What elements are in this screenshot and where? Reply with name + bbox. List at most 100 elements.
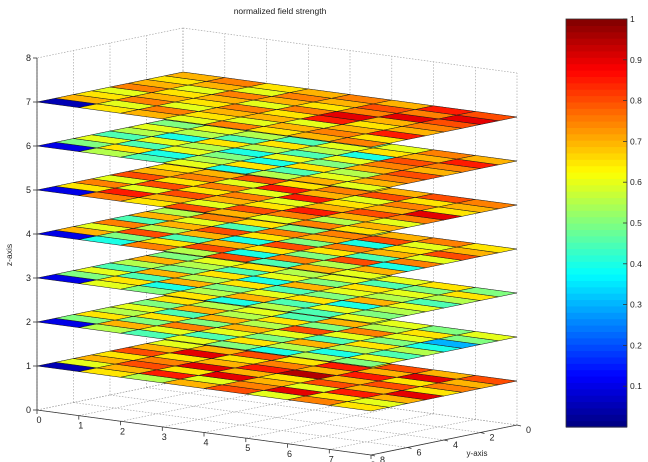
colorbar-band [566,57,627,65]
z-tick-label: 0 [26,405,31,415]
y-axis-tick [480,432,485,434]
colorbar-band [566,261,627,269]
colorbar: 0.1 0.2 0.3 0.4 0.5 0.6 0.7 0.8 0.9 1 [565,14,642,428]
colorbar-band [566,299,627,307]
colorbar-band [566,152,627,160]
y-tick-label: 6 [417,448,422,458]
slice-cell [456,243,518,254]
colorbar-band [566,121,627,128]
colorbar-band [566,312,627,320]
z-tick-label: 8 [26,53,31,63]
colorbar-band [566,44,627,52]
y-tick-label: 2 [490,433,495,443]
colorbar-band [566,216,627,224]
colorbar-band [566,38,627,46]
colorbar-band [566,376,627,383]
colorbar-band [566,76,627,84]
z-tick-label: 3 [26,273,31,283]
colorbar-band [566,337,627,345]
z-tick-label: 5 [26,185,31,195]
colorbar-tick-label: 0.9 [630,55,642,65]
colorbar-band [566,95,627,103]
x-tick-label: 5 [245,443,250,453]
colorbar-tick-label: 0.4 [630,259,642,269]
colorbar-band [566,242,627,250]
colorbar-band [566,25,627,33]
floor-gridline [329,419,476,450]
colorbar-band [566,286,627,294]
colorbar-band [566,305,627,313]
colorbar-band [566,127,627,135]
floor-gridline [73,402,408,448]
colorbar-band [566,369,627,377]
colorbar-tick-label: 0.7 [630,136,642,146]
colorbar-band [566,197,627,205]
floor-gridline [120,391,267,422]
slice-cell [456,199,518,210]
colorbar-tick-label: 0.3 [630,300,642,310]
colorbar-band [566,363,627,371]
z-tick-label: 2 [26,317,31,327]
colorbar-tick-label: 0.5 [630,218,642,228]
colorbar-band [566,146,627,154]
slice-cell [456,287,518,298]
x-tick-label: 0 [36,415,41,425]
colorbar-band [566,159,627,167]
floor-gridline [78,385,225,416]
slice-layer [36,71,518,148]
colorbar-tick-label: 0.6 [630,177,642,187]
colorbar-band [566,344,627,352]
y-tick-label: 4 [453,440,458,450]
x-tick-label: 3 [162,432,167,442]
floor-gridline [245,407,392,439]
x-tick-label: 7 [329,454,334,462]
colorbar-band [566,356,627,364]
colorbar-tick-label: 0.8 [630,96,642,106]
x-tick-label: 6 [287,449,292,459]
colorbar-band [566,203,627,211]
y-axis-tick [407,447,412,449]
colorbar-band [566,274,627,281]
slice-cell [456,155,518,166]
colorbar-band [566,280,627,288]
colorbar-band [566,420,627,428]
colorbar-band [566,89,627,97]
colorbar-band [566,191,627,199]
colorbar-band [566,407,627,415]
colorbar-band [566,184,627,192]
chart-title: normalized field strength [234,6,327,16]
colorbar-band [566,325,627,332]
z-tick-label: 1 [26,361,31,371]
z-tick-label: 4 [26,229,31,239]
y-axis-tick [516,424,522,427]
floor-gridline [36,379,184,411]
z-tick-label: 7 [26,97,31,107]
colorbar-band [566,267,627,275]
colorbar-band [566,165,627,173]
side-wall-gridline [36,27,184,59]
colorbar-band [566,70,627,77]
colorbar-band [566,140,627,148]
slice-layer [36,291,518,368]
colorbar-band [566,210,627,218]
x-tick-label: 2 [120,426,125,436]
floor-gridline [109,394,445,441]
x-tick-label: 8 [370,460,375,462]
colorbar-band [566,223,627,230]
colorbar-band [566,82,627,90]
colorbar-band [566,254,627,262]
slice-layers [36,71,518,412]
colorbar-band [566,63,627,71]
colorbar-band [566,172,627,179]
floor-gridline [203,402,351,433]
colorbar-band [566,108,627,116]
colorbar-band [566,331,627,339]
z-axis-label: z-axis [4,244,14,266]
colorbar-band [566,235,627,243]
slice-cell [456,111,518,122]
colorbar-band [566,178,627,186]
colorbar-band [566,133,627,141]
colorbar-tick-label: 0.2 [630,340,642,350]
colorbar-band [566,350,627,358]
